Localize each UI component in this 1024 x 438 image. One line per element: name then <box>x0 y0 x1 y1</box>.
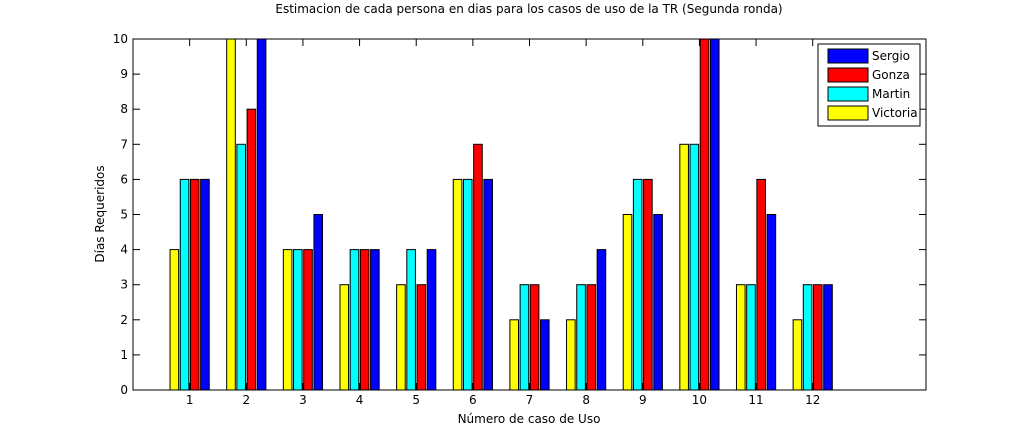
x-axis-label: Número de caso de Uso <box>458 412 601 426</box>
y-tick-label: 0 <box>120 383 128 397</box>
bar-sergio-case-10 <box>709 38 720 391</box>
x-tick-label: 5 <box>412 393 420 407</box>
y-tick-label: 4 <box>120 243 128 257</box>
x-tick-label: 9 <box>639 393 647 407</box>
bar-martin-case-6 <box>462 178 473 391</box>
bar-martin-case-1 <box>179 178 190 391</box>
legend-label-gonza: Gonza <box>872 68 910 82</box>
bar-gonza-case-8 <box>586 284 597 391</box>
bar-sergio-case-4 <box>370 249 380 391</box>
x-ticks: 1 2 3 4 5 6 7 8 9 10 11 12 <box>186 39 820 407</box>
x-tick-label: 12 <box>805 393 820 407</box>
bars-group <box>169 38 833 391</box>
y-tick-label: 8 <box>120 102 128 116</box>
bar-gonza-case-9 <box>643 178 653 391</box>
bar-victoria-case-10 <box>679 143 689 391</box>
y-axis-label: Días Requeridos <box>93 165 107 262</box>
bar-victoria-case-11 <box>735 284 746 391</box>
bar-gonza-case-1 <box>189 178 200 391</box>
x-tick-label: 3 <box>299 393 307 407</box>
y-tick-label: 6 <box>120 172 128 186</box>
bar-victoria-case-3 <box>282 249 293 391</box>
bar-victoria-case-12 <box>792 319 803 391</box>
bar-sergio-case-9 <box>653 214 663 391</box>
legend-swatch-sergio <box>827 48 869 64</box>
y-tick-label: 3 <box>120 278 128 292</box>
bar-martin-case-11 <box>746 284 756 391</box>
bar-martin-case-3 <box>293 249 303 391</box>
y-tick-label: 2 <box>120 313 128 327</box>
legend-swatch-victoria <box>827 105 869 121</box>
bar-martin-case-12 <box>802 284 813 391</box>
bar-victoria-case-8 <box>566 319 576 391</box>
legend-label-victoria: Victoria <box>872 106 918 120</box>
bar-martin-case-10 <box>689 143 700 391</box>
bar-victoria-case-6 <box>452 178 463 391</box>
bar-sergio-case-6 <box>483 178 493 391</box>
bar-victoria-case-7 <box>509 319 520 391</box>
bar-gonza-case-6 <box>473 143 483 391</box>
x-tick-label: 7 <box>526 393 534 407</box>
bar-gonza-case-7 <box>529 284 540 391</box>
y-tick-label: 5 <box>120 208 128 222</box>
bar-gonza-case-11 <box>756 178 766 391</box>
bar-gonza-case-5 <box>416 284 427 391</box>
bar-gonza-case-3 <box>303 249 313 391</box>
legend-label-sergio: Sergio <box>872 49 910 63</box>
x-tick-label: 4 <box>356 393 364 407</box>
y-tick-label: 7 <box>120 137 128 151</box>
y-tick-label: 10 <box>113 32 128 46</box>
bar-gonza-case-12 <box>813 284 823 391</box>
bar-sergio-case-7 <box>539 319 550 391</box>
bar-martin-case-5 <box>406 249 416 391</box>
bar-gonza-case-4 <box>359 249 370 391</box>
y-ticks: 0 1 2 3 4 5 6 7 8 9 10 <box>113 32 926 397</box>
bar-sergio-case-2 <box>256 38 267 391</box>
bar-gonza-case-10 <box>699 38 710 391</box>
bar-victoria-case-9 <box>622 214 633 391</box>
y-tick-label: 9 <box>120 67 128 81</box>
bar-sergio-case-12 <box>823 284 833 391</box>
legend-swatch-martin <box>827 86 869 102</box>
x-tick-label: 6 <box>469 393 477 407</box>
bar-martin-case-9 <box>632 178 643 391</box>
legend: Sergio Gonza Martin Victoria <box>817 43 921 127</box>
x-tick-label: 11 <box>748 393 763 407</box>
bar-martin-case-7 <box>519 284 530 391</box>
bar-gonza-case-2 <box>246 108 257 391</box>
legend-swatch-gonza <box>827 67 869 83</box>
y-tick-label: 1 <box>120 348 128 362</box>
bar-victoria-case-4 <box>339 284 350 391</box>
bar-sergio-case-8 <box>596 249 607 391</box>
x-tick-label: 10 <box>692 393 707 407</box>
bar-victoria-case-1 <box>169 249 180 391</box>
x-tick-label: 2 <box>242 393 250 407</box>
chart-title: Estimacion de cada persona en dias para … <box>275 2 782 16</box>
bar-sergio-case-5 <box>426 249 437 391</box>
bar-sergio-case-3 <box>313 214 324 391</box>
bar-sergio-case-11 <box>766 214 777 391</box>
x-tick-label: 8 <box>582 393 590 407</box>
x-tick-label: 1 <box>186 393 194 407</box>
bar-victoria-case-5 <box>396 284 406 391</box>
bar-victoria-case-2 <box>226 38 236 391</box>
bar-martin-case-2 <box>236 143 246 391</box>
bar-martin-case-8 <box>576 284 586 391</box>
bar-martin-case-4 <box>349 249 360 391</box>
legend-label-martin: Martin <box>872 87 910 101</box>
bar-sergio-case-1 <box>200 178 210 391</box>
